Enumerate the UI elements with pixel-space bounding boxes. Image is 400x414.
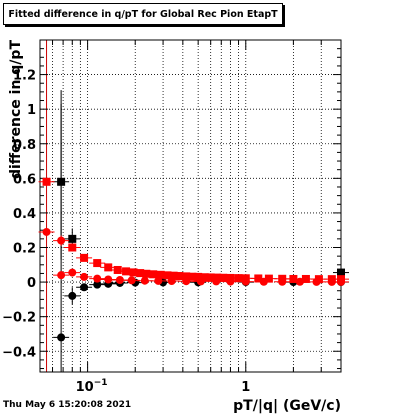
data-point-square xyxy=(149,270,158,279)
data-point-square xyxy=(93,259,102,268)
y-tick-label: −0.4 xyxy=(2,345,36,360)
data-point-square xyxy=(113,265,122,274)
data-point-circle xyxy=(295,277,304,286)
y-tick-label: −0.2 xyxy=(2,311,36,326)
data-point-circle xyxy=(115,276,124,285)
plot-frame xyxy=(39,39,342,373)
data-point-circle xyxy=(259,277,268,286)
data-point-square xyxy=(156,270,165,279)
y-tick-label: 0.6 xyxy=(13,172,36,187)
data-point-square xyxy=(301,274,310,283)
x-tick-label: 1 xyxy=(241,380,250,395)
data-point-square xyxy=(289,274,298,283)
data-point-circle xyxy=(278,277,287,286)
data-point-circle xyxy=(80,272,89,281)
data-point-square xyxy=(129,268,138,277)
data-point-square xyxy=(68,234,77,243)
data-point-square xyxy=(122,267,131,276)
x-axis-label: pT/|q| (GeV/c) xyxy=(233,398,341,414)
y-tick-label: 1 xyxy=(27,103,36,118)
data-point-circle xyxy=(42,227,51,236)
data-point-circle xyxy=(127,276,136,285)
data-point-circle xyxy=(154,276,163,285)
data-point-circle xyxy=(93,274,102,283)
chart-title-box: Fitted difference in q/pT for Global Rec… xyxy=(3,3,283,25)
data-point-circle xyxy=(57,236,66,245)
data-point-circle xyxy=(104,275,113,284)
data-point-circle xyxy=(226,277,235,286)
data-point-square xyxy=(337,268,345,277)
data-point-circle xyxy=(68,291,77,300)
data-point-circle xyxy=(241,277,250,286)
timestamp: Thu May 6 15:20:08 2021 xyxy=(3,400,132,410)
data-point-circle xyxy=(140,276,149,285)
data-point-square xyxy=(104,263,113,272)
y-axis-label: difference in q/pT xyxy=(8,40,24,179)
data-point-circle xyxy=(57,333,66,342)
chart-title: Fitted difference in q/pT for Global Rec… xyxy=(8,8,278,20)
data-point-circle xyxy=(68,268,77,277)
data-point-square xyxy=(68,243,77,252)
data-point-square xyxy=(264,274,273,283)
data-point-circle xyxy=(167,277,176,286)
y-tick-label: 0.4 xyxy=(13,207,36,222)
data-point-circle xyxy=(93,280,102,289)
data-point-circle xyxy=(182,277,191,286)
data-point-circle xyxy=(80,283,89,292)
data-point-square xyxy=(80,253,89,262)
data-point-circle xyxy=(212,277,221,286)
data-point-circle xyxy=(337,277,345,286)
data-point-square xyxy=(42,177,51,186)
data-point-square xyxy=(142,269,151,278)
data-point-circle xyxy=(312,277,321,286)
data-point-square xyxy=(254,274,263,283)
data-point-circle xyxy=(57,271,66,280)
plot-area xyxy=(40,40,341,372)
y-tick-label: 0.8 xyxy=(13,138,36,153)
y-tick-label: 1.2 xyxy=(13,69,36,84)
data-point-circle xyxy=(327,277,336,286)
data-point-square xyxy=(136,269,145,278)
x-tick-label: 10−1 xyxy=(76,378,108,395)
y-tick-label: 0.2 xyxy=(13,242,36,257)
data-point-circle xyxy=(196,277,205,286)
y-tick-label: 0 xyxy=(27,276,36,291)
